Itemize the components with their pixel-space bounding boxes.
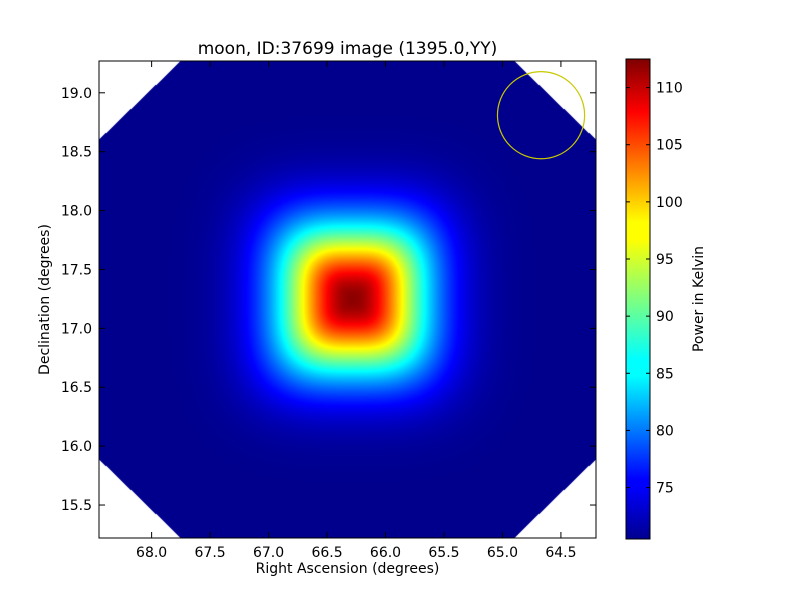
- colorbar-label: Power in Kelvin: [691, 246, 707, 352]
- x-axis-label: Right Ascension (degrees): [256, 561, 440, 577]
- y-tick-label: 15.5: [61, 498, 92, 514]
- x-tick-label: 68.0: [136, 545, 167, 561]
- heatmap-image: [99, 61, 596, 538]
- y-tick-label: 18.5: [61, 145, 92, 161]
- colorbar-tick-label: 90: [656, 309, 674, 325]
- x-axis: 68.0 67.5 67.0 66.5 66.0 65.5 65.0 64.5: [136, 61, 577, 561]
- x-tick-label: 65.0: [487, 545, 518, 561]
- plot-frame: [98, 60, 597, 539]
- x-tick-label: 67.0: [253, 545, 284, 561]
- colorbar-tick-label: 100: [656, 195, 683, 211]
- colorbar-tick-label: 110: [656, 81, 683, 97]
- y-tick-label: 16.5: [61, 380, 92, 396]
- colorbar-tick-label: 85: [656, 366, 674, 382]
- x-tick-label: 66.0: [370, 545, 401, 561]
- x-tick-label: 66.5: [311, 545, 342, 561]
- x-tick-label: 65.5: [428, 545, 459, 561]
- x-tick-label: 67.5: [195, 545, 226, 561]
- beam-circle: [496, 71, 586, 160]
- colorbar-tick-label: 105: [656, 138, 683, 154]
- colorbar-tick-label: 75: [656, 481, 674, 497]
- y-tick-label: 17.0: [61, 321, 92, 337]
- y-tick-label: 16.0: [61, 439, 92, 455]
- y-tick-label: 18.0: [61, 204, 92, 220]
- y-axis: 15.5 16.0 16.5 17.0 17.5 18.0 18.5 19.0: [61, 86, 596, 514]
- y-tick-label: 17.5: [61, 262, 92, 278]
- colorbar-tick-label: 95: [656, 252, 674, 268]
- colorbar-gradient: [626, 59, 650, 539]
- y-axis-label: Declination (degrees): [37, 224, 53, 375]
- x-tick-label: 64.5: [545, 545, 576, 561]
- y-tick-label: 19.0: [61, 86, 92, 102]
- plot-area: [99, 61, 596, 538]
- chart-title: moon, ID:37699 image (1395.0,YY): [198, 39, 498, 59]
- colorbar-tick-label: 80: [656, 423, 674, 439]
- colorbar-ticks: 75 80 85 90 95 100 105 110: [626, 81, 683, 497]
- colorbar-frame: [625, 58, 651, 540]
- colorbar: 75 80 85 90 95 100 105 110 Power in Kelvin: [625, 58, 707, 540]
